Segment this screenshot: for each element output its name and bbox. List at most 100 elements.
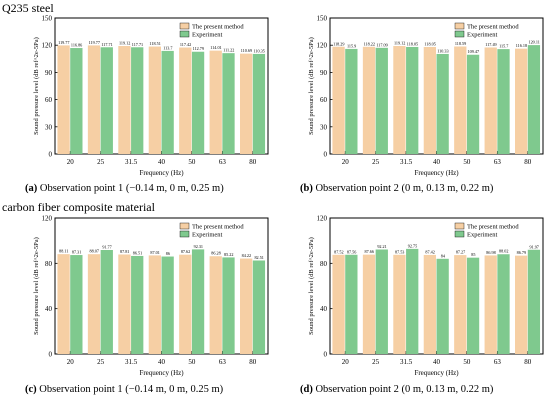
caption-a-letter: (a) [25,183,38,194]
bar-present [87,45,101,154]
data-label: 118.05 [407,41,418,46]
data-label: 111.22 [223,48,234,53]
data-label: 119.77 [89,40,100,45]
bar-experiment [375,249,388,354]
chart-q235-point-2: 0 30 60 90 120 150 Sound pressure level (dB re… [308,15,544,177]
bar-experiment [161,256,174,354]
bar-present [515,48,528,154]
chart-cfrp-point-2: 0 40 80 120 Sound pressure level (dB ref^2e-… [308,215,544,377]
bar-experiment [70,255,83,354]
bar-experiment [527,45,541,154]
y-tick-label: 30 [45,123,53,131]
data-label: 92.75 [408,243,417,248]
legend-label: Experiment [192,232,223,239]
bar-present [362,46,376,154]
legend-label: Experiment [192,32,223,39]
caption-d-letter: (d) [300,384,313,395]
x-tick-label: 40 [158,158,166,166]
data-label: 91.77 [102,244,111,249]
bar-experiment [466,257,480,354]
data-label: 84.22 [242,253,251,258]
data-label: 88.11 [59,249,68,254]
data-label: 117.71 [101,42,112,47]
y-axis-label: Sound pressure level (dB ref^2e-5Pa) [308,237,315,335]
caption-c: (c) Observation point 1 (−0.14 m, 0 m, 0… [25,384,223,395]
y-tick-label: 120 [317,42,328,50]
bar-experiment [222,53,235,154]
data-label: 87.56 [347,249,356,254]
x-tick-label: 25 [372,358,380,366]
legend-label: Experiment [467,32,498,39]
bar-experiment [466,54,480,154]
data-label: 110.33 [437,48,448,53]
bar-present [484,255,497,354]
bar-experiment [70,48,83,154]
x-tick-label: 50 [463,158,471,166]
y-tick-label: 40 [45,305,53,313]
legend-label: The present method [467,224,519,231]
data-label: 87.53 [395,249,404,254]
bar-present [484,47,497,154]
bar-experiment [252,53,266,154]
bar-present [240,258,253,354]
caption-d-text: Observation point 2 (0 m, 0.13 m, 0.22 m… [312,384,494,395]
bar-present [332,46,345,155]
data-label: 92.21 [377,244,386,249]
caption-d: (d) Observation point 2 (0 m, 0.13 m, 0.… [300,384,493,395]
data-label: 88.02 [499,249,508,254]
data-label: 116.86 [71,43,82,48]
y-axis-label: Sound pressure level (dB ref^2e-5Pa) [308,37,315,135]
data-label: 119.12 [119,40,130,45]
data-label: 117.42 [180,42,191,47]
data-label: 114.01 [210,45,221,50]
data-label: 87.31 [72,250,81,255]
data-label: 86.28 [211,251,220,256]
x-tick-label: 20 [67,158,75,166]
legend-swatch [179,230,190,238]
y-tick-label: 60 [320,96,328,104]
bar-present [209,50,222,154]
bar-present [393,254,406,354]
caption-b-letter: (b) [300,183,313,194]
x-axis-label: Frequency (Hz) [414,369,459,377]
bar-present [57,45,70,154]
data-label: 87.52 [334,249,343,254]
bar-experiment [161,50,174,154]
bar-present [87,254,101,354]
bar-present [209,256,222,354]
y-axis-label: Sound pressure level (dB ref^2e-5Pa) [33,37,40,135]
x-tick-label: 40 [433,358,441,366]
x-tick-label: 50 [188,358,196,366]
bar-experiment [406,46,419,154]
caption-b: (b) Observation point 2 (0 m, 0.13 m, 0.… [300,183,493,194]
bar-experiment [406,248,419,354]
data-label: 110.69 [241,48,252,53]
bar-present [423,254,436,354]
data-label: 85.22 [224,252,233,257]
bar-experiment [191,51,205,154]
y-tick-label: 0 [49,151,53,159]
data-label: 87.81 [120,249,129,254]
x-tick-label: 80 [524,158,532,166]
bar-present [57,254,70,354]
data-label: 118.29 [333,41,344,46]
legend-label: The present method [467,24,519,31]
x-tick-label: 40 [158,358,166,366]
bar-experiment [252,260,266,354]
bar-experiment [131,255,144,354]
data-label: 86.98 [486,250,495,255]
bar-experiment [527,249,541,354]
bar-experiment [345,254,358,354]
data-label: 113.7 [163,45,172,50]
data-label: 115.7 [499,44,508,49]
legend-label: The present method [192,24,244,31]
bar-present [454,255,467,354]
data-label: 119.12 [394,40,405,45]
y-tick-label: 60 [45,96,53,104]
x-tick-label: 63 [219,358,227,366]
y-tick-label: 120 [42,215,53,223]
x-tick-label: 50 [463,358,471,366]
bar-present [148,46,161,154]
x-tick-label: 20 [342,158,350,166]
caption-b-text: Observation point 2 (0 m, 0.13 m, 0.22 m… [312,183,494,194]
